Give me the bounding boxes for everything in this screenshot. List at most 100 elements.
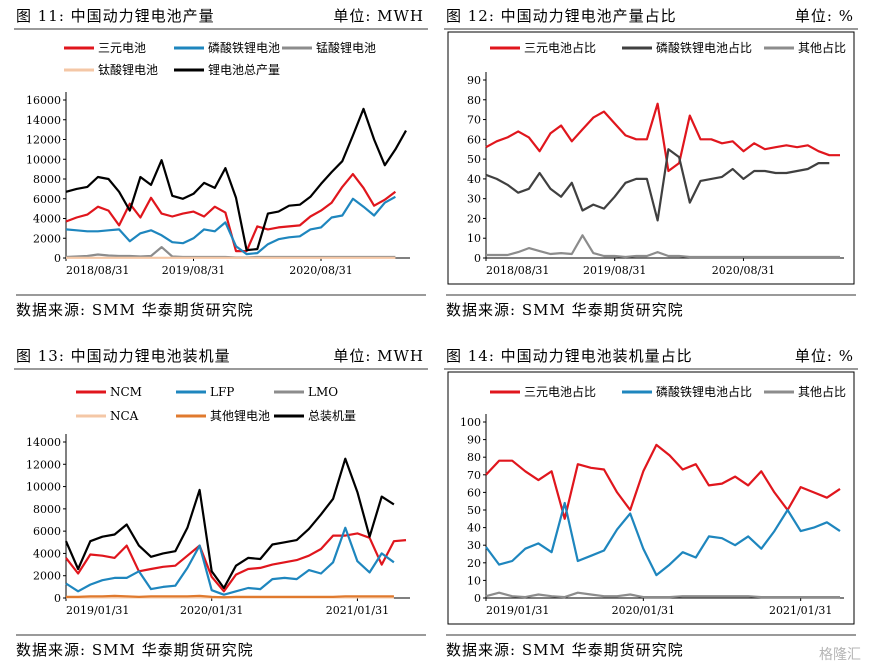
line-chart-production-share: 0 10 20 30 40 50 60 70 80 90 2018/08/31 2019/08/31 2… bbox=[447, 31, 855, 285]
x-tick-label: 2021/01/31 bbox=[326, 604, 389, 617]
y-tick-label: 80 bbox=[467, 94, 481, 107]
y-tick-label: 4000 bbox=[33, 547, 61, 560]
chart-unit: 单位: MWH bbox=[333, 347, 424, 365]
x-tick-label: 2019/08/31 bbox=[162, 264, 225, 277]
chart-panel-fig14: 图 14: 中国动力锂电池装机量占比 单位: % 0 10 20 30 40 50 60 70… bbox=[444, 340, 858, 659]
x-tick-label: 2019/08/31 bbox=[583, 264, 646, 277]
legend-label: 锂电池总产量 bbox=[208, 62, 280, 77]
legend-label: 其他占比 bbox=[798, 40, 846, 55]
x-tick-label: 2018/08/31 bbox=[66, 264, 129, 277]
line-chart-production: 0 2000 4000 6000 8000 10000 12000 14000 16000 201… bbox=[26, 40, 410, 277]
y-tick-label: 0 bbox=[474, 592, 481, 605]
legend-label: 其他锂电池 bbox=[210, 408, 270, 423]
series-line-2 bbox=[486, 234, 840, 259]
y-tick-label: 10 bbox=[467, 232, 481, 245]
series-line-0 bbox=[65, 532, 407, 593]
x-tick-label: 2020/01/31 bbox=[612, 604, 675, 617]
panel-header: 图 14: 中国动力锂电池装机量占比 单位: % bbox=[444, 340, 858, 370]
chart-unit: 单位: % bbox=[794, 347, 854, 365]
source-text: 数据来源: SMM 华泰期货研究院 bbox=[16, 641, 254, 659]
y-tick-label: 8000 bbox=[33, 503, 61, 516]
y-tick-label: 12000 bbox=[26, 458, 61, 471]
chart-frame bbox=[447, 371, 855, 625]
source-text: 数据来源: SMM 华泰期货研究院 bbox=[16, 301, 254, 319]
series-line-0 bbox=[485, 443, 841, 520]
legend-label: 磷酸铁锂电池占比 bbox=[656, 384, 752, 399]
source-text: 数据来源: SMM 华泰期货研究院 bbox=[446, 301, 684, 319]
y-tick-label: 10000 bbox=[26, 153, 61, 166]
legend-label: 三元电池占比 bbox=[524, 40, 596, 55]
y-tick-label: 6000 bbox=[33, 525, 61, 538]
legend-label: 三元电池占比 bbox=[524, 384, 596, 399]
y-tick-label: 70 bbox=[467, 469, 481, 482]
y-tick-label: 90 bbox=[467, 74, 481, 87]
x-tick-label: 2020/08/31 bbox=[289, 264, 352, 277]
y-tick-label: 8000 bbox=[33, 173, 61, 186]
y-tick-label: 70 bbox=[467, 114, 481, 127]
legend-label: NCA bbox=[110, 409, 139, 423]
panel-header: 图 11: 中国动力锂电池产量 单位: MWH bbox=[14, 0, 428, 30]
x-tick-label: 2021/01/31 bbox=[769, 604, 832, 617]
y-tick-label: 6000 bbox=[33, 193, 61, 206]
series-line-1 bbox=[65, 195, 396, 256]
panel-header: 图 13: 中国动力锂电池装机量 单位: MWH bbox=[14, 340, 428, 370]
x-tick-label: 2020/01/31 bbox=[180, 604, 243, 617]
legend-label: 钛酸锂电池 bbox=[98, 62, 158, 77]
y-tick-label: 50 bbox=[467, 153, 481, 166]
panel-header: 图 12: 中国动力锂电池产量占比 单位: % bbox=[444, 0, 858, 30]
legend-label: NCM bbox=[110, 385, 142, 399]
y-tick-label: 14000 bbox=[26, 436, 61, 449]
chart-frame bbox=[447, 31, 855, 285]
x-tick-label: 2018/08/31 bbox=[486, 264, 549, 277]
y-tick-label: 60 bbox=[467, 486, 481, 499]
chart-source: 数据来源: SMM 华泰期货研究院 bbox=[446, 634, 856, 660]
chart-title: 图 12: 中国动力锂电池产量占比 bbox=[446, 7, 677, 25]
x-tick-label: 2019/01/31 bbox=[486, 604, 549, 617]
y-tick-label: 4000 bbox=[33, 213, 61, 226]
y-tick-label: 20 bbox=[467, 557, 481, 570]
series-line-5 bbox=[64, 457, 395, 590]
y-tick-label: 90 bbox=[467, 434, 481, 447]
y-tick-label: 0 bbox=[474, 252, 481, 265]
series-line-1 bbox=[485, 148, 830, 222]
y-tick-label: 0 bbox=[54, 592, 61, 605]
legend-label: 总装机量 bbox=[308, 409, 356, 423]
series-line-2 bbox=[485, 591, 840, 599]
chart-panel-fig11: 图 11: 中国动力锂电池产量 单位: MWH 0 2000 4000 6000 800… bbox=[14, 0, 428, 319]
legend-label: LMO bbox=[308, 385, 338, 399]
series-line-2 bbox=[65, 246, 396, 259]
chart-title: 图 14: 中国动力锂电池装机量占比 bbox=[446, 347, 693, 365]
series-line-1 bbox=[65, 526, 395, 596]
y-tick-label: 10 bbox=[467, 574, 481, 587]
y-tick-label: 40 bbox=[467, 522, 481, 535]
y-tick-label: 20 bbox=[467, 212, 481, 225]
legend-label: 三元电池 bbox=[98, 41, 146, 55]
y-tick-label: 30 bbox=[467, 539, 481, 552]
chart-title: 图 11: 中国动力锂电池产量 bbox=[16, 7, 215, 25]
y-tick-label: 16000 bbox=[26, 94, 61, 107]
y-tick-label: 10000 bbox=[26, 481, 61, 494]
legend-label: LFP bbox=[210, 385, 234, 399]
source-text: 数据来源: SMM 华泰期货研究院 bbox=[446, 641, 684, 659]
legend-label: 磷酸铁锂电池 bbox=[208, 40, 280, 55]
chart-source: 数据来源: SMM 华泰期货研究院 bbox=[16, 634, 426, 660]
y-tick-label: 50 bbox=[467, 504, 481, 517]
series-line-1 bbox=[485, 501, 841, 577]
chart-unit: 单位: % bbox=[794, 7, 854, 25]
y-tick-label: 40 bbox=[467, 173, 481, 186]
line-chart-installation: 0 2000 4000 6000 8000 10000 12000 14000 2019/01/… bbox=[26, 385, 410, 617]
chart-source: 数据来源: SMM 华泰期货研究院 bbox=[446, 294, 856, 320]
y-tick-label: 12000 bbox=[26, 134, 61, 147]
y-tick-label: 2000 bbox=[33, 570, 61, 583]
y-tick-label: 30 bbox=[467, 193, 481, 206]
x-tick-label: 2019/01/31 bbox=[66, 604, 129, 617]
watermark-logo: 格隆汇 bbox=[819, 647, 861, 663]
legend-label: 磷酸铁锂电池占比 bbox=[656, 40, 752, 55]
chart-unit: 单位: MWH bbox=[333, 7, 424, 25]
legend-label: 锰酸锂电池 bbox=[316, 40, 376, 55]
chart-title: 图 13: 中国动力锂电池装机量 bbox=[16, 347, 231, 365]
x-tick-label: 2020/08/31 bbox=[712, 264, 775, 277]
y-tick-label: 2000 bbox=[33, 232, 61, 245]
chart-panel-fig13: 图 13: 中国动力锂电池装机量 单位: MWH 0 2000 4000 6000 80… bbox=[14, 340, 428, 659]
y-tick-label: 80 bbox=[467, 451, 481, 464]
